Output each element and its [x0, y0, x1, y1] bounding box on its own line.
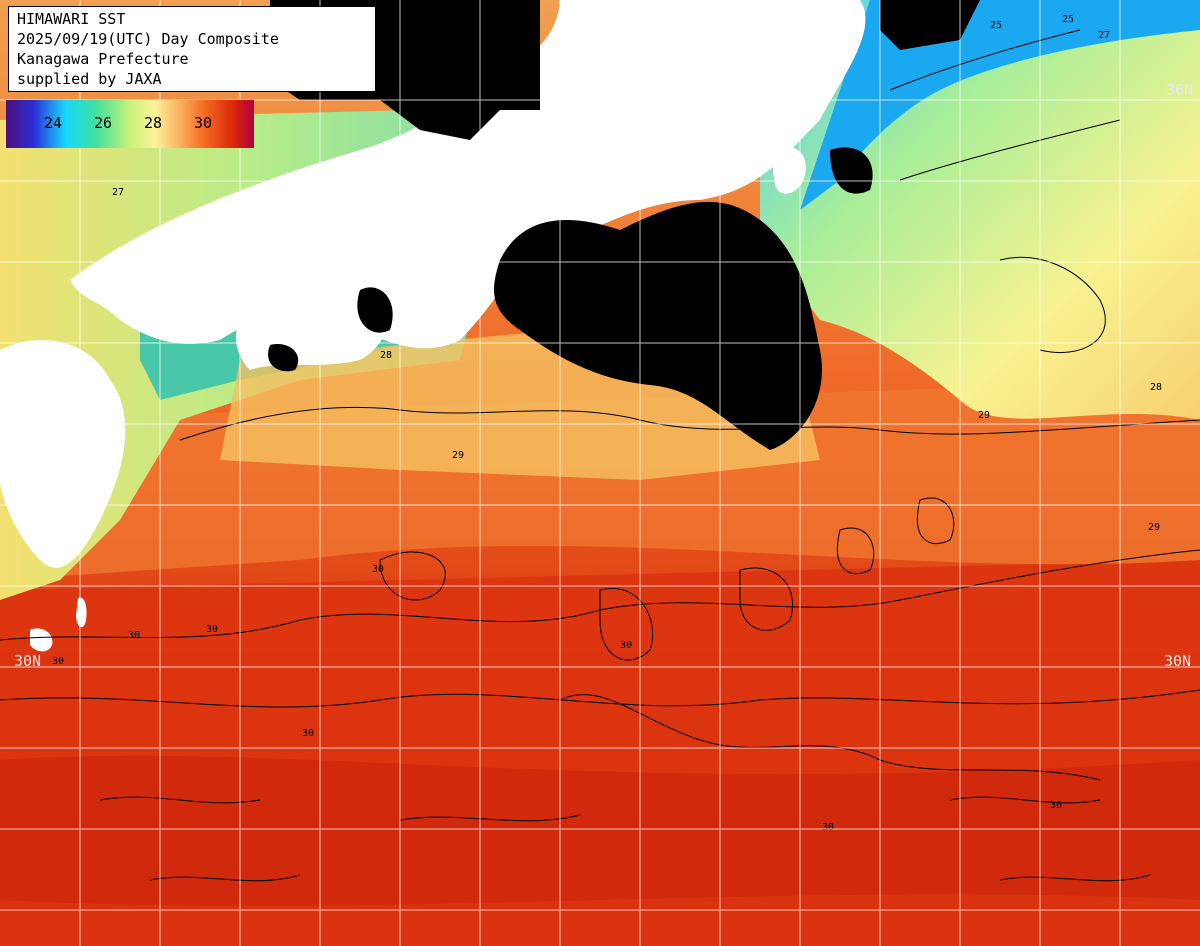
colorbar-tick: 24	[44, 114, 63, 132]
contour-label: 27	[112, 187, 124, 198]
cloud-mask-west	[357, 287, 393, 333]
contour-label: 30	[52, 656, 64, 667]
contour-label: 30	[1050, 800, 1062, 811]
cloud-mask-central	[494, 201, 822, 450]
kyushu-land	[0, 340, 126, 568]
contour-label: 30	[206, 624, 218, 635]
colorbar-ticks: 24 26 28 30	[6, 100, 254, 148]
contour-label-group: 25 25 27 27 28 28 28 29 29 29 30 30 30 3…	[52, 14, 1162, 833]
product-date: 2025/09/19(UTC) Day Composite	[17, 30, 279, 48]
product-title: HIMAWARI SST	[17, 10, 126, 28]
contour-label: 28	[1150, 382, 1162, 393]
lat-label-30n-right: 30N	[1164, 652, 1192, 670]
contour-label: 28	[380, 350, 392, 361]
contour-label: 30	[620, 640, 632, 651]
cloud-mask-northeast	[880, 0, 980, 50]
contour-label: 30	[372, 564, 384, 575]
contour-label: 30	[302, 728, 314, 739]
contour-label: 30	[128, 630, 140, 641]
contour-label: 29	[452, 450, 464, 461]
contour-label: 25	[990, 20, 1002, 31]
contour-label: 29	[1148, 522, 1160, 533]
contour-label: 29	[978, 410, 990, 421]
cloud-mask-peninsula	[268, 344, 299, 372]
contour-label: 27	[1098, 30, 1110, 41]
contour-label: 30	[822, 822, 834, 833]
colorbar-gradient	[6, 100, 254, 148]
colorbar	[6, 100, 254, 148]
cold-coastal-water	[800, 0, 1200, 210]
colorbar-tick: 28	[144, 114, 163, 132]
honshu-land	[70, 0, 866, 349]
contour-label: 25	[1062, 14, 1074, 25]
contour-label: 28	[722, 384, 734, 395]
small-island-2	[76, 597, 87, 628]
colorbar-tick: 30	[194, 114, 213, 132]
colorbar-tick: 26	[94, 114, 113, 132]
hot-band	[0, 755, 1200, 906]
izu-peninsula	[770, 146, 806, 194]
product-region: Kanagawa Prefecture	[17, 50, 189, 68]
lat-label-36n: 36N	[1166, 81, 1194, 99]
cloud-mask-east	[830, 147, 873, 194]
product-credit: supplied by JAXA	[17, 70, 162, 88]
small-island	[30, 628, 53, 652]
title-box: HIMAWARI SST 2025/09/19(UTC) Day Composi…	[8, 6, 376, 92]
lat-label-30n-left: 30N	[14, 652, 42, 670]
